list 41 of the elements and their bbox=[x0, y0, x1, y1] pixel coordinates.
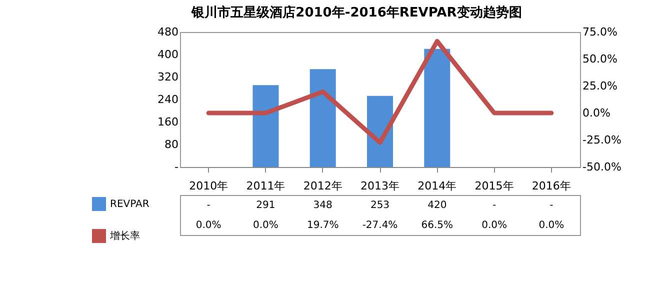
data-label: 19.7% bbox=[306, 220, 339, 231]
x-tick-label: 2015年 bbox=[474, 180, 514, 192]
y-tick-label: 400 bbox=[158, 48, 178, 61]
line-series bbox=[206, 38, 554, 145]
x-tick-label: 2013年 bbox=[360, 180, 400, 192]
data-label: 253 bbox=[370, 200, 390, 211]
bar bbox=[252, 85, 279, 167]
text: - bbox=[492, 200, 496, 211]
legend-label: REVPAR bbox=[110, 199, 150, 210]
x-tick-label: 2010年 bbox=[189, 180, 228, 192]
legend-label: 增长率 bbox=[109, 230, 140, 242]
y-tick-label: 480 bbox=[158, 26, 178, 38]
chart-title: 银川市五星级酒店2010年-2016年REVPAR变动趋势图 bbox=[190, 4, 522, 20]
y2-tick-label: -50.0% bbox=[582, 160, 622, 174]
data-label: 420 bbox=[428, 200, 447, 211]
data-label: 0.0% bbox=[482, 220, 507, 231]
data-label: 0.0% bbox=[538, 220, 564, 231]
y2-tick-label: 0.0% bbox=[582, 106, 610, 120]
y-tick-label: 80 bbox=[164, 138, 178, 151]
y2-tick-label: 50.0% bbox=[582, 52, 618, 66]
y-tick-label: 320 bbox=[158, 70, 178, 84]
data-label: 348 bbox=[313, 200, 332, 211]
y2-tick-label: 25.0% bbox=[582, 80, 618, 92]
y2-tick-label: -25.0% bbox=[582, 134, 622, 146]
x-tick-label: 2011年 bbox=[246, 180, 286, 192]
x-tick-label: 2016年 bbox=[532, 180, 571, 192]
text: - bbox=[206, 200, 210, 211]
text: - bbox=[550, 200, 554, 211]
x-tick-label: 2014年 bbox=[418, 180, 457, 192]
data-label: 291 bbox=[256, 200, 276, 211]
y2-tick-label: 75.0% bbox=[582, 26, 618, 38]
y-tick-label: - bbox=[174, 160, 179, 174]
data-label: -27.4% bbox=[362, 220, 398, 231]
y-tick-label: 160 bbox=[158, 116, 178, 128]
data-label: 0.0% bbox=[253, 220, 278, 231]
y-tick-label: 240 bbox=[158, 93, 178, 106]
bar bbox=[310, 69, 336, 167]
data-label: 0.0% bbox=[196, 220, 222, 231]
bar bbox=[424, 48, 450, 167]
data-label: 66.5% bbox=[421, 220, 454, 231]
x-tick-label: 2012年 bbox=[303, 180, 342, 192]
